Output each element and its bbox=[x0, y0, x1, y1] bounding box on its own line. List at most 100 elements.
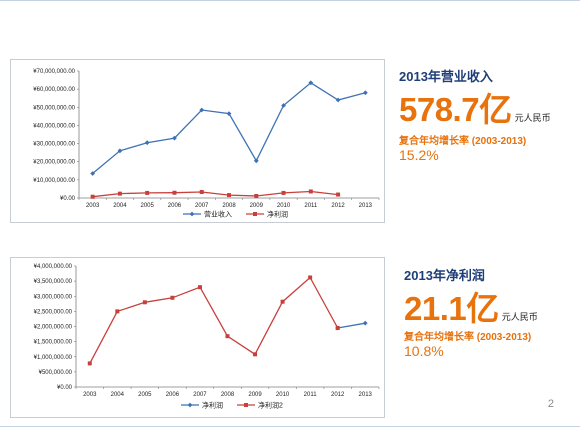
y-tick-label: ¥50,000,000.00 bbox=[33, 105, 75, 111]
y-tick-label: ¥500,000.00 bbox=[39, 370, 73, 376]
data-point-0 bbox=[199, 107, 205, 113]
y-tick-label: ¥20,000,000.00 bbox=[33, 160, 75, 166]
data-point-1 bbox=[335, 326, 340, 331]
legend-label: 净利润 bbox=[202, 401, 223, 410]
data-point-1 bbox=[87, 361, 92, 366]
data-point-1 bbox=[280, 299, 285, 304]
x-tick-label: 2012 bbox=[331, 392, 345, 398]
data-point-1 bbox=[170, 295, 175, 300]
data-point-0 bbox=[308, 80, 314, 86]
data-point-0 bbox=[362, 320, 368, 326]
revenue-unit: 元人民币 bbox=[514, 113, 551, 123]
net-profit-chart-panel: ¥0.00 ¥500,000.00 ¥1,000,000.00 ¥1,500,000.… bbox=[10, 257, 385, 418]
y-tick-label: ¥3,500,000.00 bbox=[34, 279, 73, 285]
data-point-1 bbox=[145, 190, 150, 195]
y-tick-label: ¥4,000,000.00 bbox=[34, 264, 73, 270]
revenue-value: 578.7亿 bbox=[399, 91, 512, 128]
y-tick-label: ¥2,500,000.00 bbox=[34, 309, 73, 315]
y-tick-label: ¥0.00 bbox=[60, 196, 76, 202]
data-point-0 bbox=[335, 97, 341, 103]
x-tick-label: 2004 bbox=[113, 203, 127, 209]
data-point-1 bbox=[253, 352, 258, 357]
legend-marker-1 bbox=[253, 212, 257, 216]
y-tick-label: ¥60,000,000.00 bbox=[33, 87, 75, 93]
data-point-0 bbox=[253, 158, 259, 164]
net-profit-cagr-value: 10.8% bbox=[404, 343, 444, 359]
x-tick-label: 2008 bbox=[222, 203, 236, 209]
legend-marker-1 bbox=[244, 403, 248, 407]
data-point-1 bbox=[117, 191, 122, 196]
y-tick-label: ¥1,500,000.00 bbox=[34, 340, 73, 346]
y-tick-label: ¥2,000,000.00 bbox=[34, 325, 73, 331]
data-point-1 bbox=[142, 300, 147, 305]
revenue-chart: ¥0.00 ¥10,000,000.00 ¥20,000,000.00 ¥30,000… bbox=[33, 69, 380, 219]
data-point-1 bbox=[90, 194, 95, 199]
legend-label: 净利润 bbox=[267, 210, 288, 219]
x-tick-label: 2013 bbox=[359, 203, 373, 209]
revenue-value-row: 578.7亿 元人民币 bbox=[399, 83, 551, 131]
series-line-0 bbox=[92, 81, 366, 174]
legend-marker-0 bbox=[189, 211, 195, 217]
x-tick-label: 2010 bbox=[276, 392, 290, 398]
net-profit-summary: 2013年净利润 21.1亿 元人民币 复合年均增长率 (2003-2013) 1… bbox=[404, 265, 538, 359]
x-tick-label: 2008 bbox=[221, 392, 235, 398]
net-profit-value: 21.1亿 bbox=[404, 290, 499, 327]
x-tick-label: 2009 bbox=[248, 392, 262, 398]
page-number: 2 bbox=[547, 398, 554, 410]
data-point-0 bbox=[90, 171, 96, 176]
net-profit-cagr-label: 复合年均增长率 (2003-2013) bbox=[404, 332, 532, 343]
series-line-1 bbox=[92, 190, 339, 198]
x-tick-label: 2011 bbox=[304, 203, 318, 209]
data-point-1 bbox=[308, 189, 313, 194]
data-point-0 bbox=[362, 90, 368, 96]
bottom-divider bbox=[0, 426, 580, 427]
data-point-1 bbox=[281, 190, 286, 195]
data-point-1 bbox=[227, 193, 231, 198]
x-tick-label: 2012 bbox=[331, 203, 345, 209]
net-profit-summary-title: 2013年净利润 bbox=[404, 268, 485, 283]
data-point-0 bbox=[172, 135, 177, 141]
legend-marker-0 bbox=[187, 402, 193, 408]
legend-label: 营业收入 bbox=[204, 210, 232, 219]
x-tick-label: 2007 bbox=[195, 203, 209, 209]
data-point-0 bbox=[144, 140, 150, 146]
revenue-summary: 2013年营业收入 578.7亿 元人民币 复合年均增长率 (2003-2013)… bbox=[399, 66, 551, 163]
x-tick-label: 2006 bbox=[168, 203, 182, 209]
y-tick-label: ¥0.00 bbox=[57, 385, 73, 391]
revenue-cagr-label: 复合年均增长率 (2003-2013) bbox=[399, 136, 527, 147]
x-tick-label: 2005 bbox=[138, 392, 152, 398]
data-point-1 bbox=[308, 275, 313, 280]
y-tick-label: ¥3,000,000.00 bbox=[34, 294, 73, 300]
x-tick-label: 2010 bbox=[277, 203, 291, 209]
y-tick-label: ¥1,000,000.00 bbox=[34, 355, 73, 361]
data-point-0 bbox=[117, 148, 123, 154]
revenue-chart-panel: ¥0.00 ¥10,000,000.00 ¥20,000,000.00 ¥30,000… bbox=[10, 59, 385, 223]
data-point-1 bbox=[197, 285, 202, 290]
data-point-1 bbox=[254, 194, 259, 199]
data-point-1 bbox=[172, 190, 177, 195]
revenue-cagr-value: 15.2% bbox=[399, 147, 439, 163]
revenue-summary-title: 2013年营业收入 bbox=[399, 69, 493, 84]
series-line-0 bbox=[337, 322, 366, 329]
x-tick-label: 2013 bbox=[359, 392, 373, 398]
data-point-1 bbox=[115, 309, 120, 314]
y-tick-label: ¥30,000,000.00 bbox=[33, 142, 75, 148]
legend-label: 净利润2 bbox=[258, 401, 283, 410]
data-point-0 bbox=[226, 111, 232, 117]
x-tick-label: 2003 bbox=[86, 203, 100, 209]
y-tick-label: ¥40,000,000.00 bbox=[33, 123, 75, 129]
y-tick-label: ¥10,000,000.00 bbox=[33, 178, 75, 184]
x-tick-label: 2011 bbox=[304, 392, 318, 398]
net-profit-chart: ¥0.00 ¥500,000.00 ¥1,000,000.00 ¥1,500,000.… bbox=[34, 264, 380, 410]
data-point-1 bbox=[336, 192, 341, 197]
x-tick-label: 2009 bbox=[250, 203, 264, 209]
net-profit-value-row: 21.1亿 元人民币 bbox=[404, 282, 538, 330]
x-tick-label: 2007 bbox=[193, 392, 207, 398]
x-tick-label: 2004 bbox=[111, 392, 125, 398]
x-tick-label: 2006 bbox=[166, 392, 180, 398]
top-divider bbox=[0, 0, 580, 1]
data-point-1 bbox=[225, 334, 230, 339]
x-tick-label: 2003 bbox=[83, 392, 97, 398]
data-point-1 bbox=[199, 190, 204, 195]
